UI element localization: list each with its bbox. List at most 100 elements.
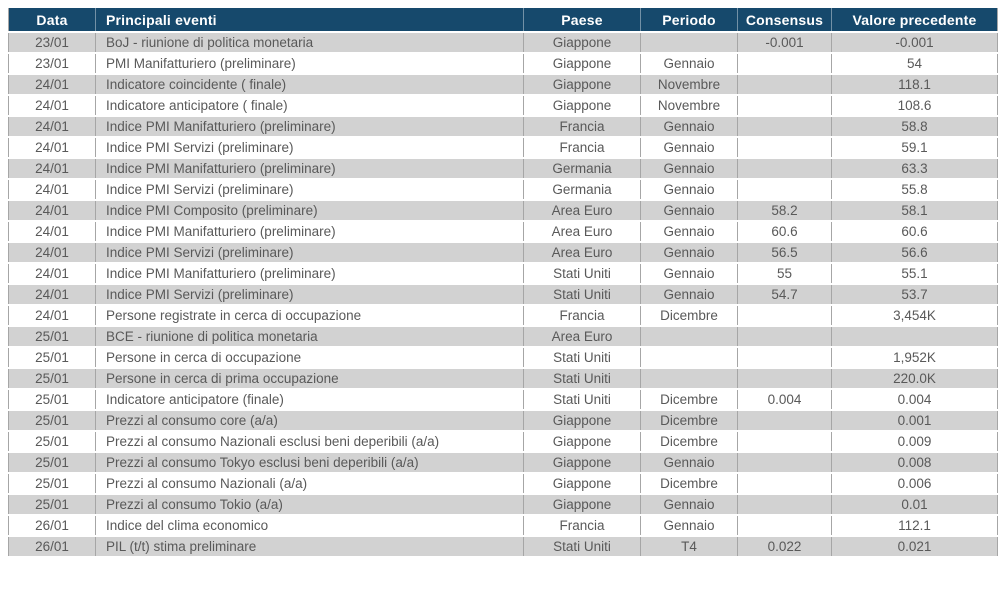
cell-date: 24/01 — [8, 283, 96, 306]
cell-country: Area Euro — [523, 199, 641, 222]
cell-consensus — [737, 451, 832, 474]
cell-period: Gennaio — [640, 514, 738, 537]
cell-event: BCE - riunione di politica monetaria — [95, 325, 524, 348]
cell-country: Stati Uniti — [523, 283, 641, 306]
cell-previous: 55.1 — [831, 262, 998, 285]
cell-consensus — [737, 472, 832, 495]
table-row: 26/01 Indice del clima economico Francia Ge… — [8, 514, 998, 537]
cell-event: Indice PMI Servizi (preliminare) — [95, 241, 524, 264]
header-events: Principali eventi — [95, 8, 524, 33]
cell-event: Prezzi al consumo Tokyo esclusi beni dep… — [95, 451, 524, 474]
cell-period: Gennaio — [640, 199, 738, 222]
cell-previous: 63.3 — [831, 157, 998, 180]
cell-previous: -0.001 — [831, 31, 998, 54]
cell-country: Stati Uniti — [523, 367, 641, 390]
cell-period: Gennaio — [640, 241, 738, 264]
cell-previous: 118.1 — [831, 73, 998, 96]
table-row: 25/01 Prezzi al consumo core (a/a) Giappon… — [8, 409, 998, 432]
cell-country: Germania — [523, 157, 641, 180]
cell-consensus — [737, 136, 832, 159]
cell-country: Giappone — [523, 472, 641, 495]
cell-date: 24/01 — [8, 178, 96, 201]
cell-period: Gennaio — [640, 157, 738, 180]
table-row: 23/01 BoJ - riunione di politica monetari… — [8, 31, 998, 54]
cell-period: T4 — [640, 535, 738, 558]
cell-previous: 59.1 — [831, 136, 998, 159]
cell-period: Dicembre — [640, 430, 738, 453]
header-period: Periodo — [640, 8, 738, 33]
table-row: 24/01 Indice PMI Manifatturiero (prelimin… — [8, 157, 998, 180]
cell-period: Dicembre — [640, 472, 738, 495]
cell-period: Novembre — [640, 94, 738, 117]
cell-date: 26/01 — [8, 514, 96, 537]
cell-country: Francia — [523, 115, 641, 138]
cell-previous: 112.1 — [831, 514, 998, 537]
cell-previous: 0.009 — [831, 430, 998, 453]
cell-event: PMI Manifatturiero (preliminare) — [95, 52, 524, 75]
cell-consensus — [737, 346, 832, 369]
cell-date: 24/01 — [8, 115, 96, 138]
cell-date: 24/01 — [8, 94, 96, 117]
cell-previous: 0.021 — [831, 535, 998, 558]
cell-previous — [831, 325, 998, 348]
cell-consensus — [737, 430, 832, 453]
cell-consensus — [737, 304, 832, 327]
cell-country: Giappone — [523, 31, 641, 54]
cell-date: 23/01 — [8, 52, 96, 75]
cell-date: 24/01 — [8, 199, 96, 222]
cell-period: Gennaio — [640, 451, 738, 474]
header-consensus: Consensus — [737, 8, 832, 33]
cell-date: 26/01 — [8, 535, 96, 558]
cell-consensus — [737, 157, 832, 180]
cell-event: Indice PMI Composito (preliminare) — [95, 199, 524, 222]
cell-previous: 0.004 — [831, 388, 998, 411]
cell-country: Giappone — [523, 430, 641, 453]
table-row: 25/01 BCE - riunione di politica monetari… — [8, 325, 998, 348]
cell-date: 25/01 — [8, 388, 96, 411]
cell-country: Giappone — [523, 409, 641, 432]
table-row: 25/01 Prezzi al consumo Tokyo esclusi ben… — [8, 451, 998, 474]
cell-event: Prezzi al consumo core (a/a) — [95, 409, 524, 432]
cell-period — [640, 346, 738, 369]
cell-previous: 58.1 — [831, 199, 998, 222]
cell-consensus — [737, 409, 832, 432]
cell-event: Prezzi al consumo Nazionali esclusi beni… — [95, 430, 524, 453]
cell-country: Francia — [523, 304, 641, 327]
cell-previous: 54 — [831, 52, 998, 75]
cell-period — [640, 31, 738, 54]
table-row: 24/01 Persone registrate in cerca di occu… — [8, 304, 998, 327]
cell-country: Giappone — [523, 493, 641, 516]
cell-previous: 220.0K — [831, 367, 998, 390]
cell-previous: 0.001 — [831, 409, 998, 432]
cell-date: 24/01 — [8, 136, 96, 159]
cell-country: Area Euro — [523, 241, 641, 264]
cell-country: Francia — [523, 136, 641, 159]
table-row: 25/01 Prezzi al consumo Nazionali esclusi… — [8, 430, 998, 453]
cell-consensus: 54.7 — [737, 283, 832, 306]
cell-date: 24/01 — [8, 241, 96, 264]
cell-consensus — [737, 178, 832, 201]
table-row: 26/01 PIL (t/t) stima preliminare Stati Un… — [8, 535, 998, 558]
cell-period: Gennaio — [640, 283, 738, 306]
cell-consensus — [737, 325, 832, 348]
cell-date: 25/01 — [8, 409, 96, 432]
cell-consensus — [737, 493, 832, 516]
cell-date: 24/01 — [8, 220, 96, 243]
cell-period: Gennaio — [640, 115, 738, 138]
cell-date: 25/01 — [8, 325, 96, 348]
cell-previous: 0.006 — [831, 472, 998, 495]
table-row: 25/01 Persone in cerca di occupazione Stat… — [8, 346, 998, 369]
cell-country: Giappone — [523, 52, 641, 75]
cell-country: Germania — [523, 178, 641, 201]
page: Data Principali eventi Paese Periodo Con… — [8, 8, 998, 558]
economic-calendar-table: Data Principali eventi Paese Periodo Con… — [8, 8, 998, 558]
table-row: 24/01 Indice PMI Manifatturiero (prelimin… — [8, 115, 998, 138]
cell-consensus: 60.6 — [737, 220, 832, 243]
cell-previous: 53.7 — [831, 283, 998, 306]
cell-event: Indice PMI Servizi (preliminare) — [95, 136, 524, 159]
cell-previous: 0.01 — [831, 493, 998, 516]
cell-event: Persone in cerca di prima occupazione — [95, 367, 524, 390]
table-row: 24/01 Indice PMI Servizi (preliminare) Sta… — [8, 283, 998, 306]
cell-event: Indice PMI Manifatturiero (preliminare) — [95, 262, 524, 285]
cell-period: Gennaio — [640, 136, 738, 159]
